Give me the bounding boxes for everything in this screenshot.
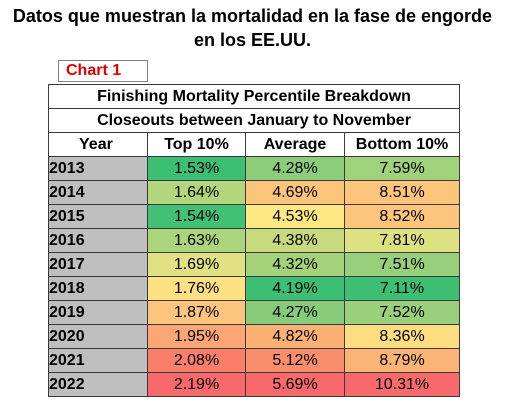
top-10-cell: 2.19%: [147, 372, 246, 397]
bottom-10-cell: 7.59%: [344, 156, 460, 181]
average-cell: 4.19%: [245, 276, 345, 301]
bottom-10-cell: 8.51%: [344, 180, 460, 205]
year-cell: 2013: [48, 156, 148, 181]
year-cell: 2018: [48, 276, 148, 301]
top-10-cell: 1.54%: [147, 204, 246, 229]
top-10-cell: 1.53%: [147, 156, 246, 181]
table-title: Finishing Mortality Percentile Breakdown: [48, 84, 460, 109]
year-cell: 2021: [48, 348, 148, 373]
table-row: 2017 1.69% 4.32% 7.51%: [48, 252, 460, 277]
table-row: 2019 1.87% 4.27% 7.52%: [48, 300, 460, 325]
chart-label: Chart 1: [58, 60, 148, 82]
average-cell: 4.28%: [245, 156, 345, 181]
year-cell: 2020: [48, 324, 148, 349]
table-row: 2014 1.64% 4.69% 8.51%: [48, 180, 460, 205]
average-cell: 5.12%: [245, 348, 345, 373]
bottom-10-cell: 7.11%: [344, 276, 460, 301]
top-10-cell: 1.69%: [147, 252, 246, 277]
top-10-cell: 1.63%: [147, 228, 246, 253]
top-10-cell: 2.08%: [147, 348, 246, 373]
average-cell: 4.69%: [245, 180, 345, 205]
column-header-top: Top 10%: [147, 132, 246, 157]
year-cell: 2016: [48, 228, 148, 253]
bottom-10-cell: 7.81%: [344, 228, 460, 253]
average-cell: 4.53%: [245, 204, 345, 229]
mortality-table: Finishing Mortality Percentile Breakdown…: [48, 84, 460, 397]
column-header-year: Year: [48, 132, 148, 157]
bottom-10-cell: 10.31%: [344, 372, 460, 397]
table-row: 2021 2.08% 5.12% 8.79%: [48, 348, 460, 373]
average-cell: 4.32%: [245, 252, 345, 277]
bottom-10-cell: 8.52%: [344, 204, 460, 229]
year-cell: 2022: [48, 372, 148, 397]
bottom-10-cell: 8.36%: [344, 324, 460, 349]
top-10-cell: 1.76%: [147, 276, 246, 301]
column-header-average: Average: [245, 132, 345, 157]
table-subtitle: Closeouts between January to November: [48, 108, 460, 133]
year-cell: 2014: [48, 180, 148, 205]
table-row: 2022 2.19% 5.69% 10.31%: [48, 372, 460, 397]
table-row: 2015 1.54% 4.53% 8.52%: [48, 204, 460, 229]
column-header-bottom: Bottom 10%: [344, 132, 460, 157]
average-cell: 4.38%: [245, 228, 345, 253]
top-10-cell: 1.95%: [147, 324, 246, 349]
table-row: 2013 1.53% 4.28% 7.59%: [48, 156, 460, 181]
bottom-10-cell: 7.51%: [344, 252, 460, 277]
top-10-cell: 1.64%: [147, 180, 246, 205]
table-row: 2018 1.76% 4.19% 7.11%: [48, 276, 460, 301]
year-cell: 2017: [48, 252, 148, 277]
year-cell: 2015: [48, 204, 148, 229]
average-cell: 4.27%: [245, 300, 345, 325]
average-cell: 5.69%: [245, 372, 345, 397]
table-row: 2016 1.63% 4.38% 7.81%: [48, 228, 460, 253]
page-caption: Datos que muestran la mortalidad en la f…: [12, 6, 493, 50]
top-10-cell: 1.87%: [147, 300, 246, 325]
table-row: 2020 1.95% 4.82% 8.36%: [48, 324, 460, 349]
average-cell: 4.82%: [245, 324, 345, 349]
bottom-10-cell: 7.52%: [344, 300, 460, 325]
year-cell: 2019: [48, 300, 148, 325]
column-header-row: Year Top 10% Average Bottom 10%: [48, 132, 460, 157]
bottom-10-cell: 8.79%: [344, 348, 460, 373]
